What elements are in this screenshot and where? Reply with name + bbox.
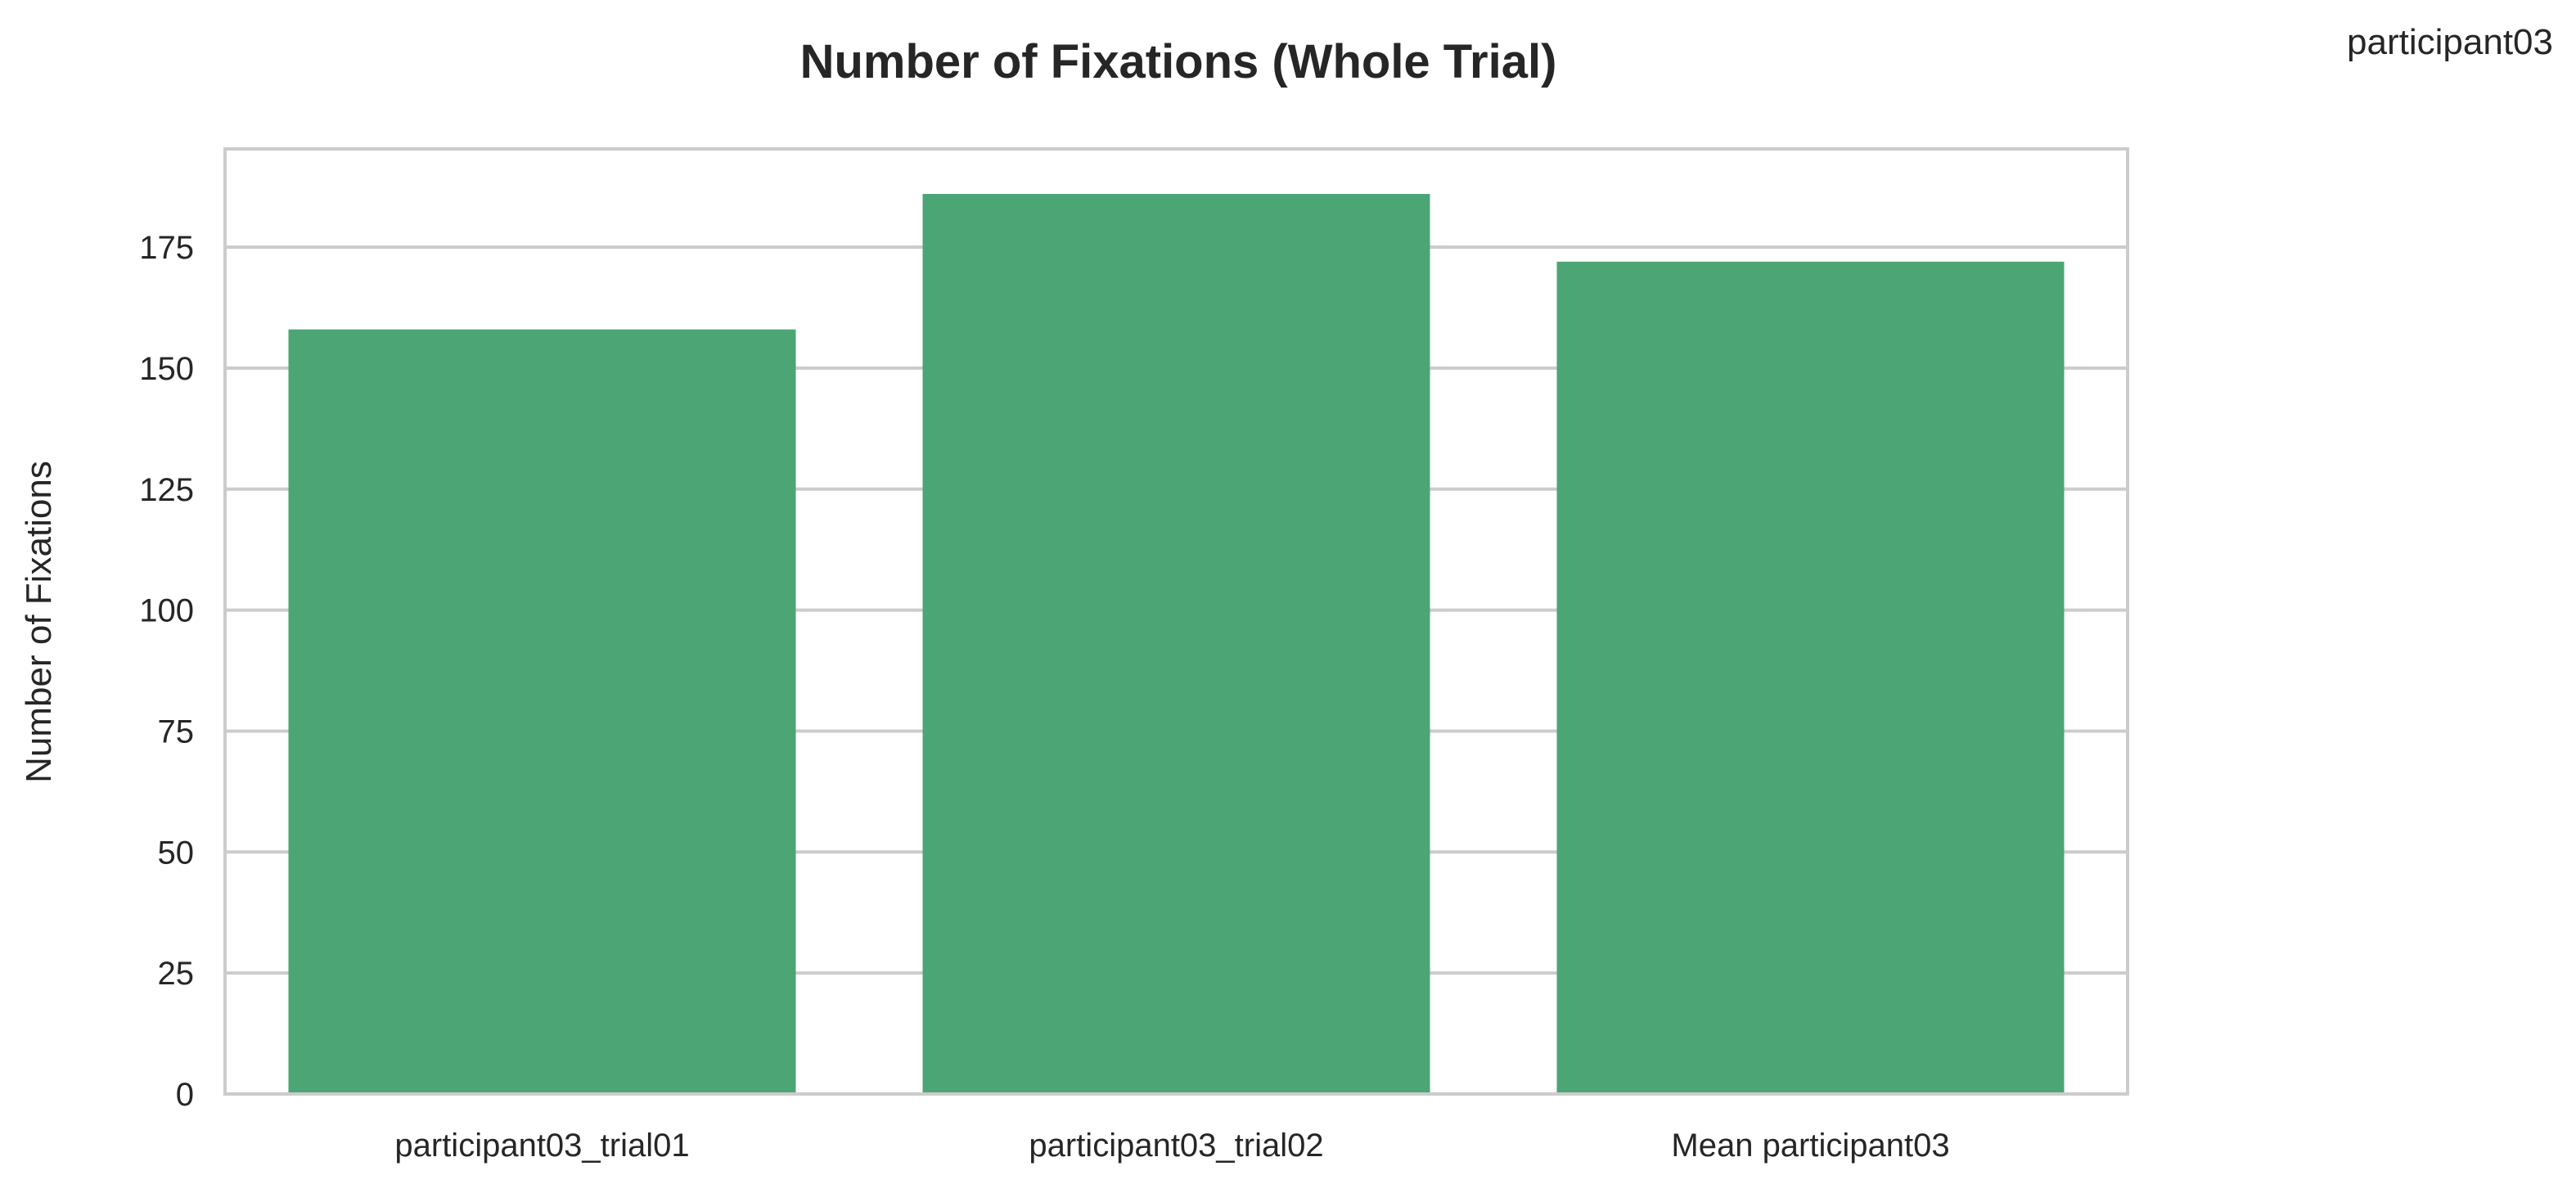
y-tick-label: 75 [158, 714, 195, 750]
y-tick-label: 150 [139, 351, 194, 387]
bar [922, 194, 1430, 1094]
y-tick-label: 25 [158, 956, 195, 992]
chart-title: Number of Fixations (Whole Trial) [800, 35, 1557, 88]
x-tick-label: participant03_trial01 [394, 1128, 689, 1164]
y-tick-label: 125 [139, 472, 194, 508]
y-tick-labels: 0 25 50 75 100 125 150 175 [139, 230, 194, 1113]
y-axis-label: Number of Fixations [19, 461, 59, 783]
bar [1556, 261, 2065, 1095]
participant-label: participant03 [2347, 22, 2553, 62]
bars [288, 194, 2065, 1095]
y-tick-label: 0 [176, 1077, 194, 1113]
x-tick-label: Mean participant03 [1671, 1128, 1949, 1164]
plot-frame [223, 147, 2129, 1096]
x-tick-label: participant03_trial02 [1029, 1128, 1323, 1164]
x-tick-labels: participant03_trial01 participant03_trial… [394, 1128, 1949, 1164]
y-tick-label: 175 [139, 230, 194, 266]
y-tick-label: 50 [158, 835, 195, 871]
bar [288, 329, 796, 1094]
y-tick-label: 100 [139, 593, 194, 629]
